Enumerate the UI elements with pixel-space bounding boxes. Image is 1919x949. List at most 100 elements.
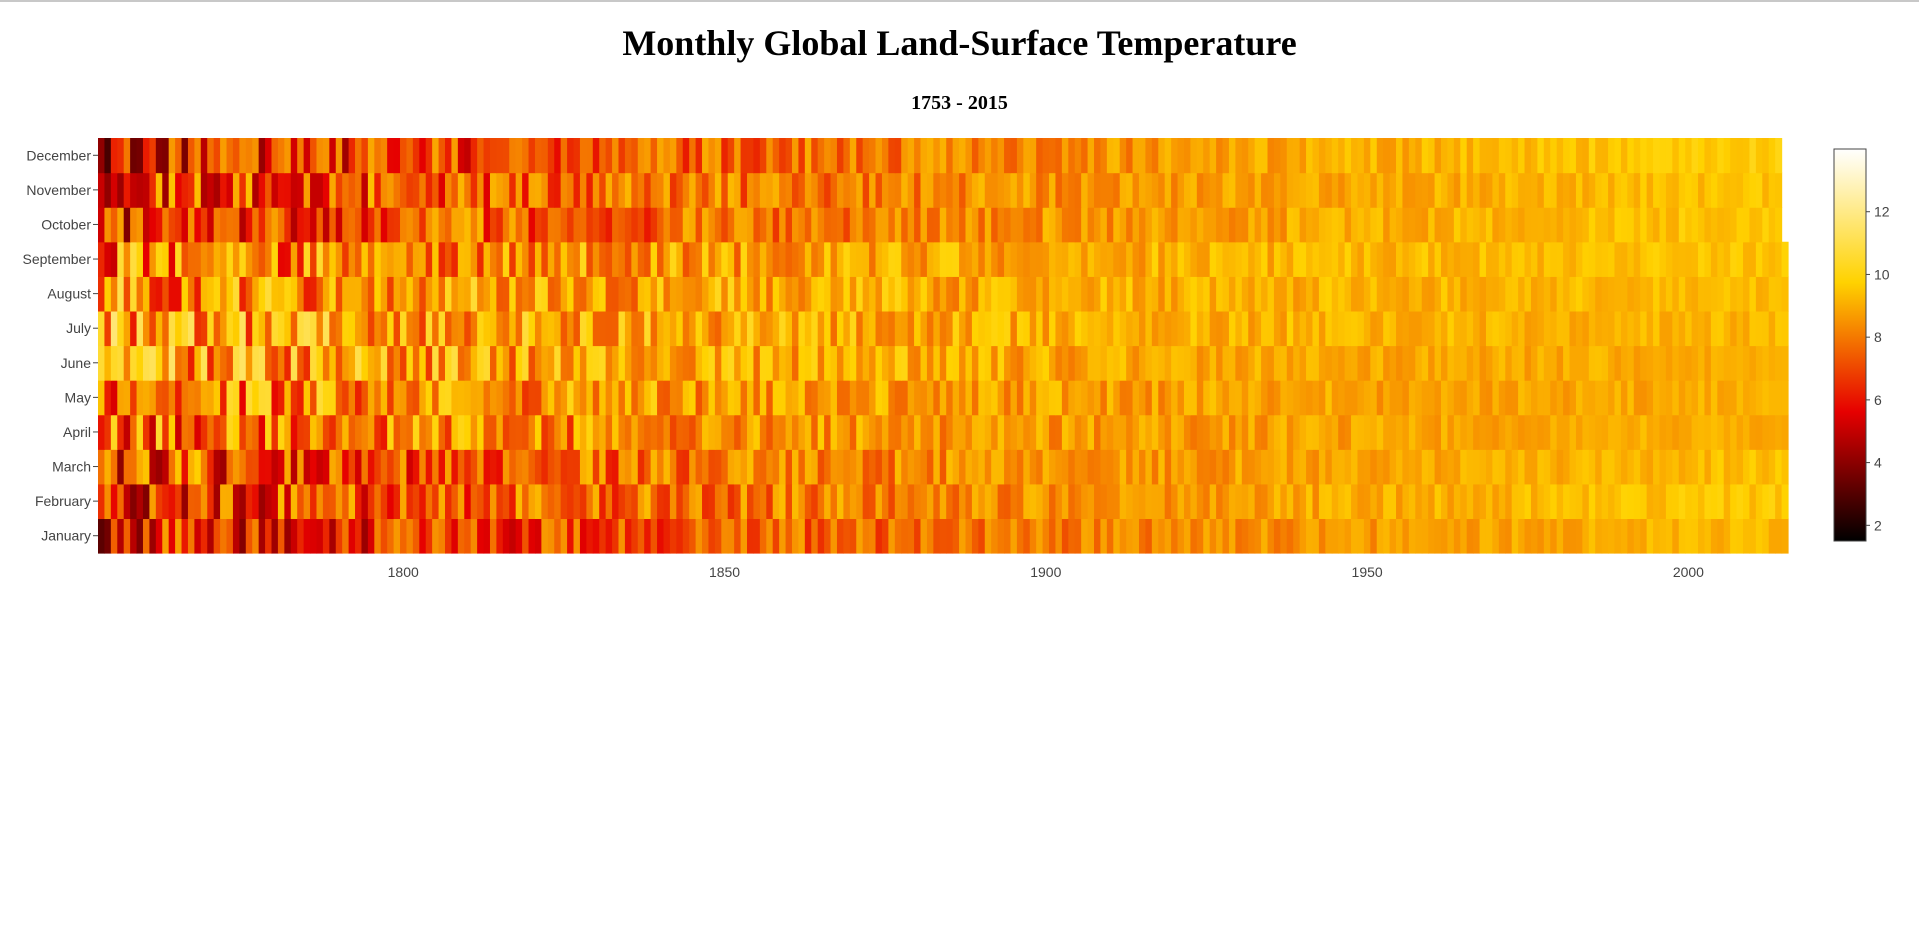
heatmap-cell[interactable] <box>1273 310 1281 347</box>
heatmap-cell[interactable] <box>1254 172 1262 208</box>
heatmap-cell[interactable] <box>489 172 498 208</box>
heatmap-cell[interactable] <box>952 518 960 554</box>
heatmap-cell[interactable] <box>181 241 189 277</box>
heatmap-cell[interactable] <box>650 414 658 450</box>
heatmap-cell[interactable] <box>560 172 568 208</box>
heatmap-cell[interactable] <box>1312 414 1320 450</box>
heatmap-cell[interactable] <box>1743 172 1751 208</box>
heatmap-cell[interactable] <box>1029 241 1037 277</box>
heatmap-cell[interactable] <box>1183 483 1191 520</box>
heatmap-cell[interactable] <box>1261 449 1269 485</box>
heatmap-cell[interactable] <box>175 172 183 208</box>
heatmap-cell[interactable] <box>1190 345 1198 381</box>
heatmap-cell[interactable] <box>1190 172 1198 208</box>
heatmap-cell[interactable] <box>1171 449 1179 485</box>
heatmap-cell[interactable] <box>959 483 967 520</box>
heatmap-cell[interactable] <box>1241 172 1249 208</box>
heatmap-cell[interactable] <box>573 414 581 450</box>
heatmap-cell[interactable] <box>1595 518 1603 554</box>
heatmap-cell[interactable] <box>329 207 337 243</box>
heatmap-cell[interactable] <box>1074 138 1082 174</box>
heatmap-cell[interactable] <box>187 414 195 450</box>
heatmap-cell[interactable] <box>1203 172 1211 208</box>
heatmap-cell[interactable] <box>811 172 819 208</box>
heatmap-cell[interactable] <box>1222 276 1230 312</box>
heatmap-cell[interactable] <box>322 310 330 347</box>
heatmap-cell[interactable] <box>1049 483 1057 520</box>
heatmap-cell[interactable] <box>1158 345 1166 381</box>
heatmap-cell[interactable] <box>509 138 517 174</box>
heatmap-cell[interactable] <box>155 483 163 520</box>
heatmap-cell[interactable] <box>772 276 780 312</box>
heatmap-cell[interactable] <box>528 483 536 520</box>
heatmap-cell[interactable] <box>303 483 311 520</box>
heatmap-cell[interactable] <box>1004 345 1012 381</box>
heatmap-cell[interactable] <box>451 345 459 381</box>
heatmap-cell[interactable] <box>1659 241 1667 277</box>
heatmap-cell[interactable] <box>329 138 337 174</box>
heatmap-cell[interactable] <box>1646 518 1654 554</box>
heatmap-cell[interactable] <box>1081 449 1089 485</box>
heatmap-cell[interactable] <box>946 241 954 277</box>
heatmap-cell[interactable] <box>560 241 568 277</box>
heatmap-cell[interactable] <box>200 172 208 208</box>
heatmap-cell[interactable] <box>464 414 472 450</box>
heatmap-cell[interactable] <box>1344 449 1352 485</box>
heatmap-cell[interactable] <box>1614 483 1622 520</box>
heatmap-cell[interactable] <box>991 345 999 381</box>
heatmap-cell[interactable] <box>1119 138 1127 174</box>
heatmap-cell[interactable] <box>1447 380 1455 416</box>
heatmap-cell[interactable] <box>1299 172 1307 208</box>
heatmap-cell[interactable] <box>676 518 684 554</box>
heatmap-cell[interactable] <box>547 483 555 520</box>
heatmap-cell[interactable] <box>1402 207 1410 243</box>
heatmap-cell[interactable] <box>1138 449 1147 485</box>
heatmap-cell[interactable] <box>1698 449 1706 485</box>
heatmap-cell[interactable] <box>740 414 748 450</box>
heatmap-cell[interactable] <box>355 138 363 174</box>
heatmap-cell[interactable] <box>477 172 485 208</box>
heatmap-cell[interactable] <box>914 241 922 277</box>
heatmap-cell[interactable] <box>1530 518 1538 554</box>
heatmap-cell[interactable] <box>438 449 446 485</box>
heatmap-cell[interactable] <box>1614 138 1622 174</box>
heatmap-cell[interactable] <box>470 207 478 243</box>
heatmap-cell[interactable] <box>489 207 498 243</box>
heatmap-cell[interactable] <box>875 380 883 416</box>
heatmap-cell[interactable] <box>1100 414 1108 450</box>
heatmap-cell[interactable] <box>772 138 780 174</box>
heatmap-cell[interactable] <box>567 207 575 243</box>
heatmap-cell[interactable] <box>1081 345 1089 381</box>
heatmap-cell[interactable] <box>843 207 851 243</box>
heatmap-cell[interactable] <box>1267 276 1275 312</box>
heatmap-cell[interactable] <box>213 483 221 520</box>
heatmap-cell[interactable] <box>1151 483 1159 520</box>
heatmap-cell[interactable] <box>316 241 324 277</box>
heatmap-cell[interactable] <box>1241 380 1249 416</box>
heatmap-cell[interactable] <box>1280 276 1288 312</box>
heatmap-cell[interactable] <box>946 483 954 520</box>
heatmap-cell[interactable] <box>573 207 581 243</box>
heatmap-cell[interactable] <box>509 449 517 485</box>
heatmap-cell[interactable] <box>579 207 587 243</box>
heatmap-cell[interactable] <box>1196 380 1204 416</box>
heatmap-cell[interactable] <box>959 310 967 347</box>
heatmap-cell[interactable] <box>657 138 665 174</box>
heatmap-cell[interactable] <box>682 345 690 381</box>
heatmap-cell[interactable] <box>869 518 877 554</box>
heatmap-cell[interactable] <box>1164 449 1172 485</box>
heatmap-cell[interactable] <box>445 518 453 554</box>
heatmap-cell[interactable] <box>875 207 883 243</box>
heatmap-cell[interactable] <box>1312 449 1320 485</box>
heatmap-cell[interactable] <box>560 310 568 347</box>
heatmap-cell[interactable] <box>1126 345 1134 381</box>
heatmap-cell[interactable] <box>252 207 260 243</box>
heatmap-cell[interactable] <box>836 207 844 243</box>
heatmap-cell[interactable] <box>991 414 999 450</box>
heatmap-cell[interactable] <box>586 276 594 312</box>
heatmap-cell[interactable] <box>695 414 703 450</box>
heatmap-cell[interactable] <box>1196 414 1204 450</box>
heatmap-cell[interactable] <box>310 172 318 208</box>
heatmap-cell[interactable] <box>1428 518 1436 554</box>
heatmap-cell[interactable] <box>881 172 889 208</box>
